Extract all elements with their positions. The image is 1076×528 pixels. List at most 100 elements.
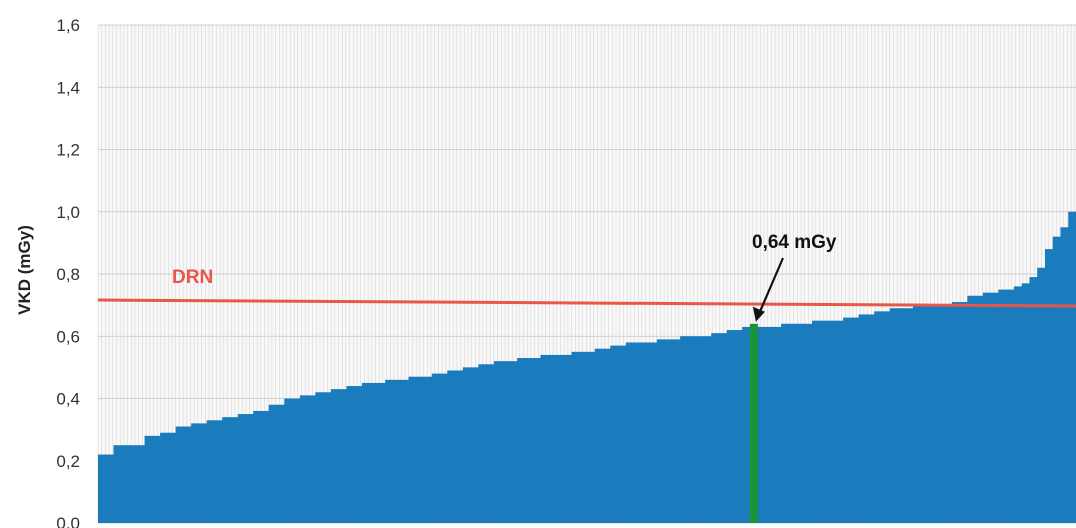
bar — [144, 435, 153, 523]
bar — [571, 351, 580, 523]
bar — [664, 339, 673, 523]
reference-layer — [97, 257, 1076, 322]
bar — [610, 345, 619, 523]
bar — [307, 395, 316, 523]
bar — [346, 386, 355, 523]
bar — [98, 454, 107, 523]
bar — [990, 292, 999, 523]
bar — [338, 389, 347, 523]
bar — [377, 382, 386, 523]
bar — [1060, 227, 1069, 523]
bar — [315, 392, 324, 523]
bar — [618, 345, 627, 523]
bar — [524, 358, 534, 523]
bar — [369, 382, 379, 523]
bar — [424, 376, 433, 523]
annotation-arrowhead — [752, 306, 765, 322]
bar — [936, 305, 945, 523]
bar — [284, 398, 293, 523]
bar — [229, 417, 239, 523]
bar — [928, 305, 937, 523]
bar — [850, 317, 860, 523]
bar — [975, 295, 984, 523]
bar — [416, 376, 425, 523]
bar — [493, 361, 503, 523]
bar — [439, 373, 448, 523]
bar — [431, 373, 441, 523]
bar — [400, 379, 410, 523]
bar — [897, 308, 906, 523]
bar — [540, 354, 549, 523]
y-tick-label: 0,0 — [56, 514, 80, 528]
bar — [136, 445, 146, 523]
bar — [796, 323, 805, 523]
bar — [276, 404, 285, 523]
bar — [1044, 249, 1054, 523]
bar — [711, 333, 720, 523]
bar — [1068, 211, 1076, 523]
bar — [734, 330, 743, 523]
bar — [129, 445, 138, 523]
y-tick-label: 0,8 — [56, 265, 80, 284]
bar — [625, 342, 635, 523]
bar — [649, 342, 658, 523]
bar — [602, 348, 611, 523]
bar — [951, 302, 961, 523]
bar — [354, 386, 363, 523]
bar — [742, 326, 751, 523]
y-tick-label: 0,4 — [56, 390, 80, 409]
bar — [563, 354, 573, 523]
bar — [253, 410, 262, 523]
annotation-arrow — [758, 257, 785, 313]
y-tick-label: 1,2 — [56, 141, 80, 160]
bar — [982, 292, 992, 523]
bar — [913, 305, 922, 523]
bar — [633, 342, 642, 523]
bar — [827, 320, 836, 523]
y-tick-label: 0,6 — [56, 327, 80, 346]
bar — [1021, 283, 1031, 523]
y-axis-label: VKD (mGy) — [15, 225, 34, 315]
bar — [1052, 236, 1062, 523]
bar — [587, 351, 596, 523]
y-tick-label: 1,6 — [56, 16, 80, 35]
bar — [532, 358, 542, 523]
bar — [718, 333, 728, 523]
bar — [881, 311, 891, 523]
bar — [385, 379, 394, 523]
bar — [703, 336, 712, 523]
bar — [1037, 267, 1046, 523]
bar — [478, 364, 487, 523]
bar — [905, 308, 914, 523]
bar — [858, 314, 868, 523]
bar — [167, 432, 177, 523]
bar — [183, 426, 192, 523]
bar — [330, 389, 340, 523]
bar — [579, 351, 588, 523]
bar — [843, 317, 852, 523]
bar — [175, 426, 184, 523]
y-axis-ticks: 0,0 0,2 0,4 0,6 0,8 1,0 1,2 1,4 1,6 — [56, 16, 80, 528]
bar — [866, 314, 875, 523]
bar — [517, 358, 526, 523]
bar — [773, 326, 782, 523]
bar — [788, 323, 798, 523]
bar — [160, 432, 169, 523]
bar — [819, 320, 829, 523]
bar — [299, 395, 309, 523]
y-tick-label: 1,4 — [56, 78, 80, 97]
highlight-annotation: 0,64 mGy — [752, 232, 837, 253]
bar — [680, 336, 689, 523]
bar — [501, 361, 510, 523]
bar — [967, 295, 976, 523]
bar — [455, 370, 464, 523]
bar — [105, 454, 115, 523]
bar — [152, 435, 161, 523]
bar — [486, 364, 495, 523]
highlight-layer — [749, 323, 758, 523]
bar — [198, 423, 208, 523]
bar — [191, 423, 200, 523]
bar — [121, 445, 130, 523]
bar — [237, 414, 247, 523]
bar — [889, 308, 899, 523]
